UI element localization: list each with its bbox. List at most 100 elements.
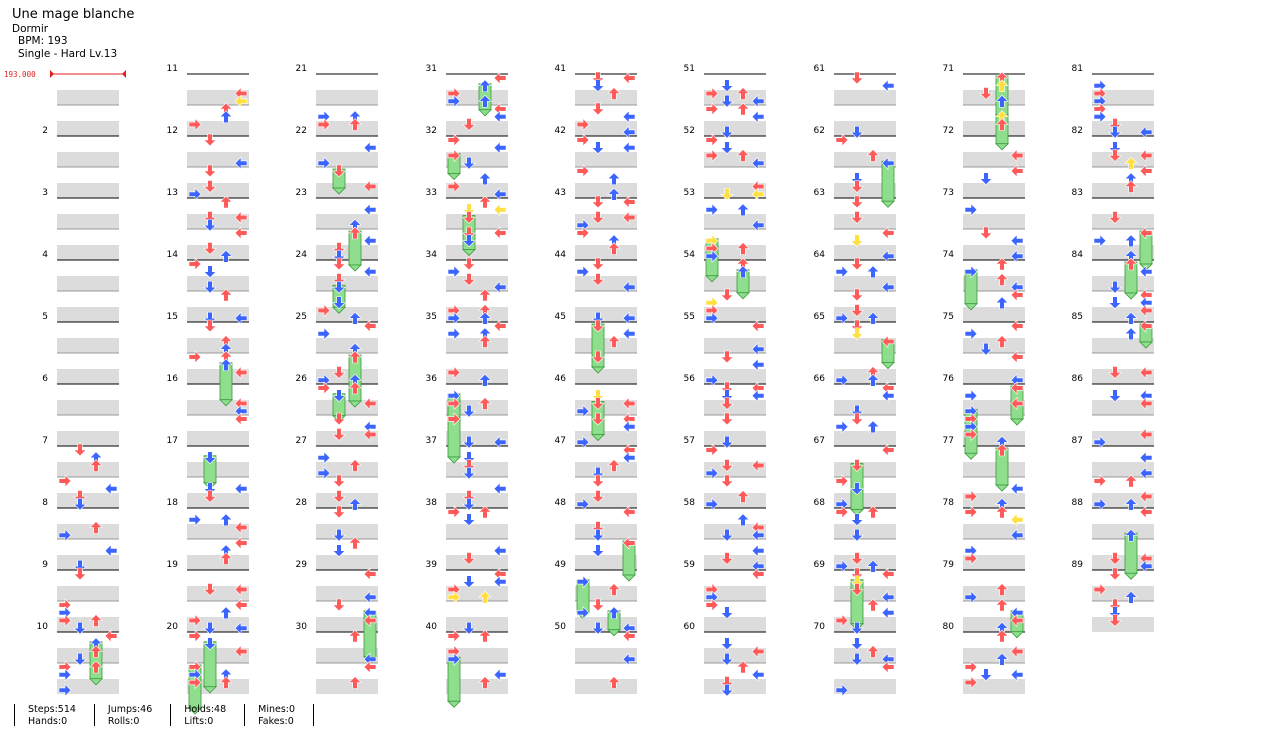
arrow-note — [866, 265, 880, 279]
lane-band — [57, 400, 119, 415]
lane-band — [1092, 555, 1154, 570]
lane-band — [704, 152, 766, 167]
lane-band — [1092, 90, 1154, 105]
measure-number: 7 — [42, 436, 48, 446]
lane-band — [187, 90, 249, 105]
lane-band — [704, 183, 766, 198]
hold-tail — [447, 173, 461, 181]
lane-band — [57, 152, 119, 167]
lane-band — [575, 679, 637, 694]
arrow-note — [751, 668, 765, 682]
hold-tail — [881, 362, 895, 370]
lane-band — [575, 245, 637, 260]
arrow-note — [317, 327, 331, 341]
lane-band — [575, 431, 637, 446]
lane-band — [316, 214, 378, 229]
measure-number: 78 — [943, 498, 955, 508]
lane-band — [834, 90, 896, 105]
lane-band — [834, 462, 896, 477]
lane-band — [575, 121, 637, 136]
lane-band — [57, 648, 119, 663]
lane-band — [57, 183, 119, 198]
measure-number: 51 — [684, 64, 695, 74]
hold-tail — [447, 700, 461, 708]
lane-band — [1092, 338, 1154, 353]
stat-jumps: Jumps:46 — [107, 704, 153, 715]
lane-band — [704, 431, 766, 446]
measure-number: 89 — [1072, 560, 1084, 570]
lane-band — [834, 276, 896, 291]
lane-band — [963, 121, 1025, 136]
arrow-note — [850, 234, 864, 248]
lane-band — [187, 307, 249, 322]
arrow-note — [881, 79, 895, 93]
arrow-note — [622, 451, 636, 465]
lane-band — [316, 121, 378, 136]
measure-number: 33 — [426, 188, 437, 198]
lane-band — [834, 648, 896, 663]
hold-tail — [478, 109, 492, 117]
lane-band — [963, 276, 1025, 291]
arrow-note — [203, 265, 217, 279]
lane-band — [575, 152, 637, 167]
measure-number: 69 — [814, 560, 826, 570]
lane-band — [963, 617, 1025, 632]
arrow-note — [591, 141, 605, 155]
measure-number: 25 — [296, 312, 307, 322]
arrow-note — [591, 79, 605, 93]
measure-number: 36 — [426, 374, 438, 384]
lane-band — [57, 524, 119, 539]
measure-number: 20 — [167, 622, 179, 632]
lane-band — [704, 338, 766, 353]
lane-band — [316, 338, 378, 353]
arrow-note — [736, 513, 750, 527]
measure-number: 14 — [167, 250, 179, 260]
measure-number: 59 — [684, 560, 696, 570]
lane-band — [704, 648, 766, 663]
stat-fakes: Fakes:0 — [258, 715, 294, 727]
measure-number: 73 — [943, 188, 954, 198]
hold-tail — [348, 264, 362, 272]
lane-band — [187, 400, 249, 415]
lane-band — [575, 493, 637, 508]
arrow-note — [493, 482, 507, 496]
arrow-note — [850, 637, 864, 651]
lane-band — [704, 245, 766, 260]
lane-band — [57, 276, 119, 291]
lane-band — [187, 338, 249, 353]
stat-mines: Mines:0 — [258, 704, 296, 715]
lane-band — [187, 524, 249, 539]
arrow-note — [1139, 265, 1153, 279]
lane-band — [316, 431, 378, 446]
lane-band — [963, 462, 1025, 477]
arrow-note — [58, 668, 72, 682]
measure-number: 9 — [42, 560, 48, 570]
arrow-note — [591, 544, 605, 558]
lane-band — [704, 400, 766, 415]
lane-band — [575, 307, 637, 322]
stat-steps: Steps:514 — [28, 704, 76, 715]
measure-number: 76 — [943, 374, 955, 384]
lane-band — [316, 276, 378, 291]
arrow-note — [1010, 482, 1024, 496]
hold-tail — [332, 187, 346, 195]
lane-band — [834, 400, 896, 415]
song-title: Une mage blanche — [12, 7, 135, 22]
lane-band — [187, 431, 249, 446]
arrow-note — [1010, 234, 1024, 248]
lane-band — [575, 276, 637, 291]
arrow-note — [720, 79, 734, 93]
measure-number: 58 — [684, 498, 696, 508]
lane-band — [963, 152, 1025, 167]
bpm-change-marker: 193.000 — [4, 70, 126, 79]
hold-tail — [203, 686, 217, 694]
bpm-info: BPM: 193 — [18, 35, 68, 48]
hold-tail — [219, 399, 233, 407]
arrow-note — [1124, 234, 1138, 248]
arrow-note — [1093, 234, 1107, 248]
lane-band — [316, 307, 378, 322]
lane-band — [704, 90, 766, 105]
arrow-note — [1108, 296, 1122, 310]
measure-number: 23 — [296, 188, 307, 198]
lane-band — [704, 586, 766, 601]
